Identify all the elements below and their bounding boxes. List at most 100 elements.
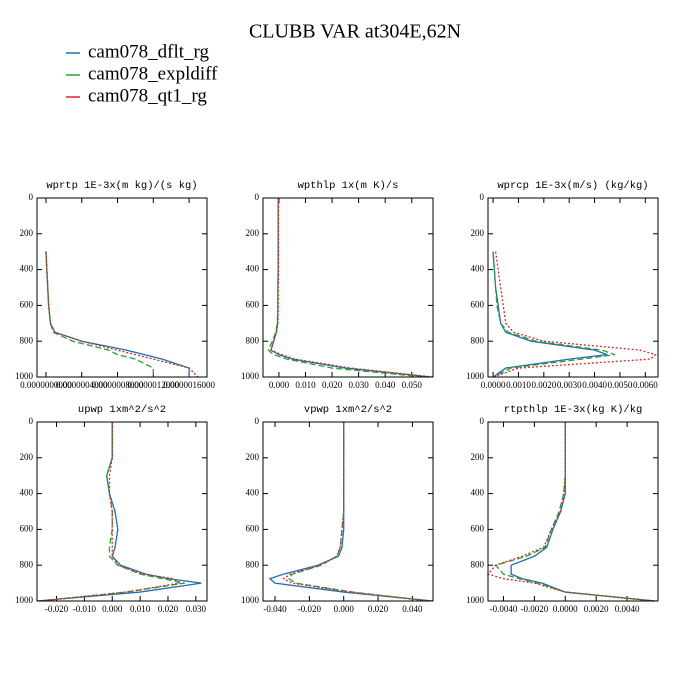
y-tick-label: 600 — [471, 299, 485, 309]
x-tick-label: 0.000 — [334, 604, 355, 614]
y-tick-label: 400 — [471, 264, 485, 274]
y-tick-label: 400 — [471, 488, 485, 498]
x-tick-label: 0.0030 — [557, 380, 582, 390]
y-tick-label: 1000 — [15, 371, 34, 381]
series-line — [270, 198, 431, 378]
y-tick-label: 200 — [471, 452, 485, 462]
y-tick-label: 600 — [471, 523, 485, 533]
panel-title: wprcp 1E-3x(m/s) (kg/kg) — [497, 180, 648, 192]
y-tick-label: 200 — [471, 228, 485, 238]
legend-label: cam078_qt1_rg — [88, 85, 207, 106]
y-tick-label: 0 — [480, 192, 485, 202]
x-tick-label: -0.0040 — [490, 604, 518, 614]
y-tick-label: 200 — [20, 452, 34, 462]
y-tick-label: 800 — [471, 559, 485, 569]
panel-title: rtpthlp 1E-3x(kg K)/kg — [504, 404, 643, 416]
x-tick-label: 0.010 — [130, 604, 151, 614]
y-tick-label: 800 — [471, 335, 485, 345]
panel-title: vpwp 1xm^2/s^2 — [304, 404, 392, 416]
x-tick-label: 0.030 — [186, 604, 207, 614]
y-tick-label: 400 — [246, 264, 260, 274]
legend-label: cam078_dflt_rg — [88, 41, 210, 62]
plot-frame — [487, 197, 659, 378]
series-line — [486, 422, 655, 602]
x-tick-label: 0.0000016000 — [163, 380, 215, 390]
y-tick-label: 400 — [20, 488, 34, 498]
series-line — [492, 251, 657, 378]
x-tick-label: 0.040 — [402, 604, 423, 614]
panel-title: wprtp 1E-3x(m kg)/(s kg) — [46, 180, 197, 192]
x-tick-label: -0.010 — [73, 604, 97, 614]
x-tick-label: 0.020 — [322, 380, 343, 390]
series-line — [45, 251, 190, 377]
x-tick-label: 0.0020 — [584, 604, 609, 614]
y-tick-label: 800 — [246, 335, 260, 345]
series-line — [287, 422, 430, 602]
x-tick-label: 0.0050 — [608, 380, 633, 390]
y-tick-label: 0 — [480, 416, 485, 426]
y-tick-label: 600 — [246, 299, 260, 309]
y-tick-label: 600 — [20, 523, 34, 533]
x-tick-label: -0.0020 — [520, 604, 548, 614]
panel-title: upwp 1xm^2/s^2 — [78, 404, 166, 416]
x-tick-label: 0.030 — [349, 380, 370, 390]
x-tick-label: 0.020 — [368, 604, 389, 614]
y-tick-label: 0 — [255, 192, 260, 202]
y-tick-label: 0 — [29, 192, 34, 202]
plot-frame — [36, 421, 208, 602]
x-tick-label: 0.050 — [402, 380, 423, 390]
legend-label: cam078_expldiff — [88, 63, 218, 84]
y-tick-label: 0 — [255, 416, 260, 426]
y-tick-label: 600 — [20, 299, 34, 309]
x-tick-label: 0.000 — [269, 380, 290, 390]
y-tick-label: 1000 — [15, 595, 34, 605]
y-tick-label: 800 — [20, 335, 34, 345]
y-tick-label: 400 — [20, 264, 34, 274]
series-line — [494, 422, 654, 602]
series-line — [267, 198, 426, 378]
plot-frame — [36, 197, 208, 378]
y-tick-label: 400 — [246, 488, 260, 498]
plot-frame — [262, 197, 434, 378]
x-tick-label: 0.020 — [158, 604, 179, 614]
x-tick-label: 0.000 — [102, 604, 123, 614]
x-tick-label: -0.020 — [45, 604, 69, 614]
y-tick-label: 0 — [29, 416, 34, 426]
series-line — [282, 422, 430, 602]
y-tick-label: 1000 — [241, 371, 260, 381]
y-tick-label: 200 — [246, 228, 260, 238]
plot-frame — [487, 421, 659, 602]
x-tick-label: 0.040 — [375, 380, 396, 390]
x-tick-label: 0.0000000000 — [20, 380, 72, 390]
x-tick-label: 0.0000 — [481, 380, 506, 390]
y-tick-label: 800 — [246, 559, 260, 569]
x-tick-label: 0.0040 — [582, 380, 607, 390]
x-tick-label: 0.0040 — [615, 604, 640, 614]
y-tick-label: 200 — [246, 452, 260, 462]
chart-title: CLUBB VAR at304E,62N — [249, 21, 461, 43]
x-tick-label: 0.0000008000 — [92, 380, 144, 390]
x-tick-label: -0.020 — [298, 604, 322, 614]
y-tick-label: 800 — [20, 559, 34, 569]
series-line — [45, 251, 199, 378]
x-tick-label: -0.040 — [263, 604, 287, 614]
panel-title: wpthlp 1x(m K)/s — [298, 180, 399, 192]
series-line — [510, 422, 655, 602]
plot-frame — [262, 421, 434, 602]
series-line — [45, 251, 154, 377]
x-tick-label: 0.0010 — [506, 380, 531, 390]
x-tick-label: 0.0000012000 — [127, 380, 179, 390]
x-tick-label: 0.010 — [295, 380, 316, 390]
x-tick-label: 0.0000004000 — [56, 380, 108, 390]
y-tick-label: 200 — [20, 228, 34, 238]
x-tick-label: 0.0000 — [553, 604, 578, 614]
series-line — [492, 251, 616, 378]
series-line — [36, 422, 202, 602]
series-line — [39, 422, 181, 602]
series-line — [270, 198, 434, 378]
y-tick-label: 1000 — [466, 371, 485, 381]
y-tick-label: 1000 — [466, 595, 485, 605]
x-tick-label: 0.0020 — [531, 380, 556, 390]
